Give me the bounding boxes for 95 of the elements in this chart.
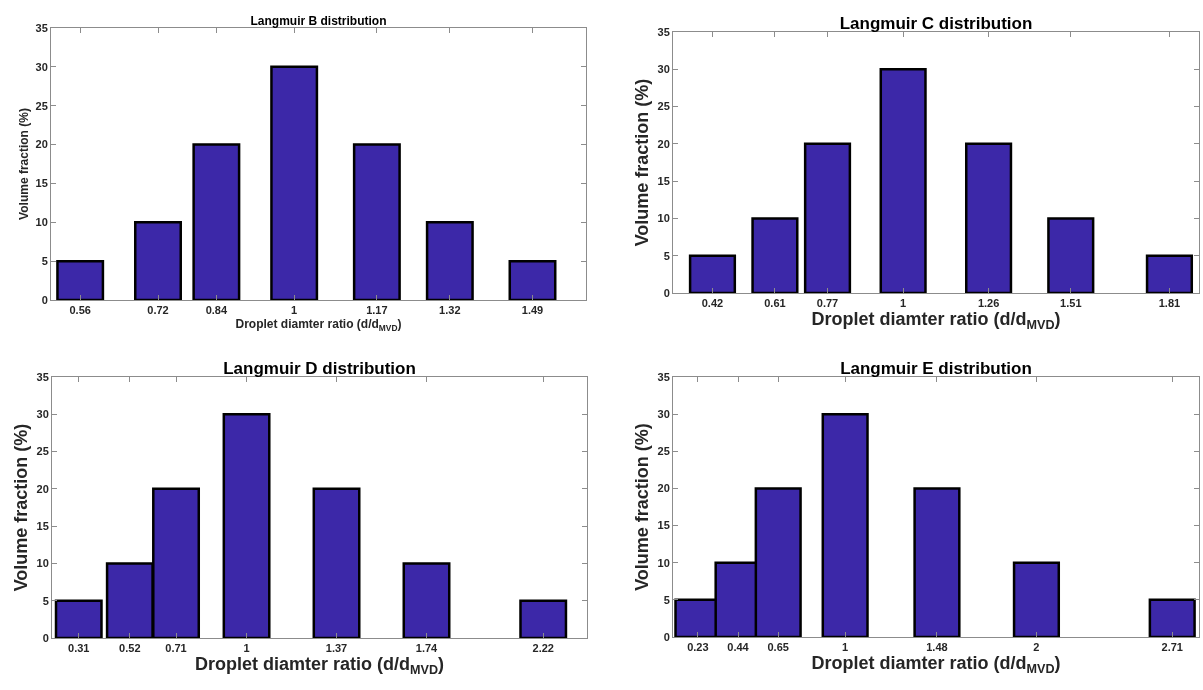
y-tick-label: 0 [663,286,670,299]
x-axis-title: Droplet diamter ratio (d/d$_{MVD}$) [811,653,1061,677]
bar [688,254,737,293]
y-tick-label: 15 [657,519,670,532]
y-tick-label: 20 [36,482,49,495]
x-tick-label: 1 [842,641,849,654]
bar [508,259,557,300]
chart-title: Langmuir D distribution [223,359,416,378]
y-tick-label: 30 [657,407,670,420]
y-tick-label: 15 [36,519,49,532]
x-tick-label: 1.74 [415,642,439,655]
x-axis-title: Droplet diamter ratio (d/d$_{MVD}$) [811,309,1061,333]
bar [402,562,451,638]
x-tick-label: 1.37 [325,642,348,655]
y-tick-label: 10 [36,557,49,570]
x-tick-label: 0.52 [119,642,141,655]
bar [519,599,568,638]
x-tick-label: 0.84 [205,304,228,317]
chart-title: Langmuir C distribution [839,14,1033,33]
y-tick-label: 10 [657,556,670,569]
x-tick-label: 0.61 [764,297,786,310]
bar [1145,254,1194,293]
y-axis-title: Volume fraction (%) [631,423,652,591]
y-tick-label: 30 [657,63,670,76]
x-tick-label: 2 [1033,641,1040,654]
x-tick-label: 2.71 [1161,641,1183,654]
x-tick-label: 1.81 [1158,297,1181,310]
y-tick-label: 15 [657,174,670,187]
bar [913,487,961,637]
y-tick-label: 0 [41,293,48,306]
x-axis-title: Droplet diamter ratio (d/d$_{MVD}$) [235,317,402,333]
y-tick-label: 15 [35,177,48,190]
y-tick-label: 25 [36,445,49,458]
y-tick-label: 25 [657,445,670,458]
y-tick-label: 20 [657,137,670,150]
bar [879,68,927,293]
x-tick-label: 1.49 [521,304,544,317]
bar [821,412,869,637]
x-tick-label: 1 [291,304,298,317]
bar [134,221,182,300]
y-tick-label: 35 [36,370,49,383]
y-tick-label: 5 [41,254,48,267]
y-axis-title: Volume fraction (%) [10,423,31,592]
chart-title: Langmuir B distribution [250,14,387,28]
y-tick-label: 10 [657,212,670,225]
y-tick-label: 0 [42,631,49,644]
y-tick-label: 30 [35,60,48,73]
x-tick-label: 1 [900,297,907,310]
x-tick-label: 0.71 [165,642,187,655]
bar [222,413,271,638]
x-tick-label: 2.22 [532,642,554,655]
y-tick-label: 10 [35,216,48,229]
y-tick-label: 20 [35,138,48,151]
x-tick-label: 0.42 [701,297,724,310]
x-tick-label: 1.26 [977,297,1000,310]
y-tick-label: 5 [663,249,670,262]
x-tick-label: 0.23 [687,641,709,654]
x-tick-label: 1.48 [926,641,948,654]
bar [312,487,361,638]
x-tick-label: 0.77 [816,297,839,310]
bar [425,221,474,300]
x-axis-title: Droplet diamter ratio (d/d$_{MVD}$) [194,654,445,678]
y-tick-label: 20 [657,482,670,495]
y-tick-label: 25 [657,100,670,113]
bar [1047,217,1095,293]
x-tick-label: 0.56 [69,304,91,317]
y-tick-label: 35 [35,21,48,34]
x-tick-label: 0.44 [727,641,750,654]
x-tick-label: 1.51 [1060,297,1082,310]
y-tick-label: 5 [663,593,670,606]
y-tick-label: 35 [657,370,670,383]
bar [56,259,105,300]
bar [1012,561,1061,637]
x-tick-label: 1.17 [366,304,388,317]
x-tick-label: 0.72 [147,304,169,317]
y-tick-label: 0 [663,630,670,643]
bar [54,599,103,638]
bar [352,143,401,300]
x-tick-label: 1 [243,642,250,655]
bar [803,142,852,293]
bar [751,217,799,293]
y-axis-title: Volume fraction (%) [16,108,31,220]
bar [1148,598,1196,637]
y-tick-label: 35 [657,25,670,38]
y-tick-label: 30 [36,408,49,421]
x-tick-label: 0.65 [767,641,789,654]
x-tick-label: 0.31 [68,642,90,655]
bar [965,142,1013,293]
chart-title: Langmuir E distribution [840,359,1032,378]
y-axis-title: Volume fraction (%) [631,78,652,247]
x-tick-label: 1.32 [439,304,461,317]
y-tick-label: 25 [35,99,48,112]
y-tick-label: 5 [42,594,49,607]
bar [270,65,319,300]
bar [192,143,241,300]
